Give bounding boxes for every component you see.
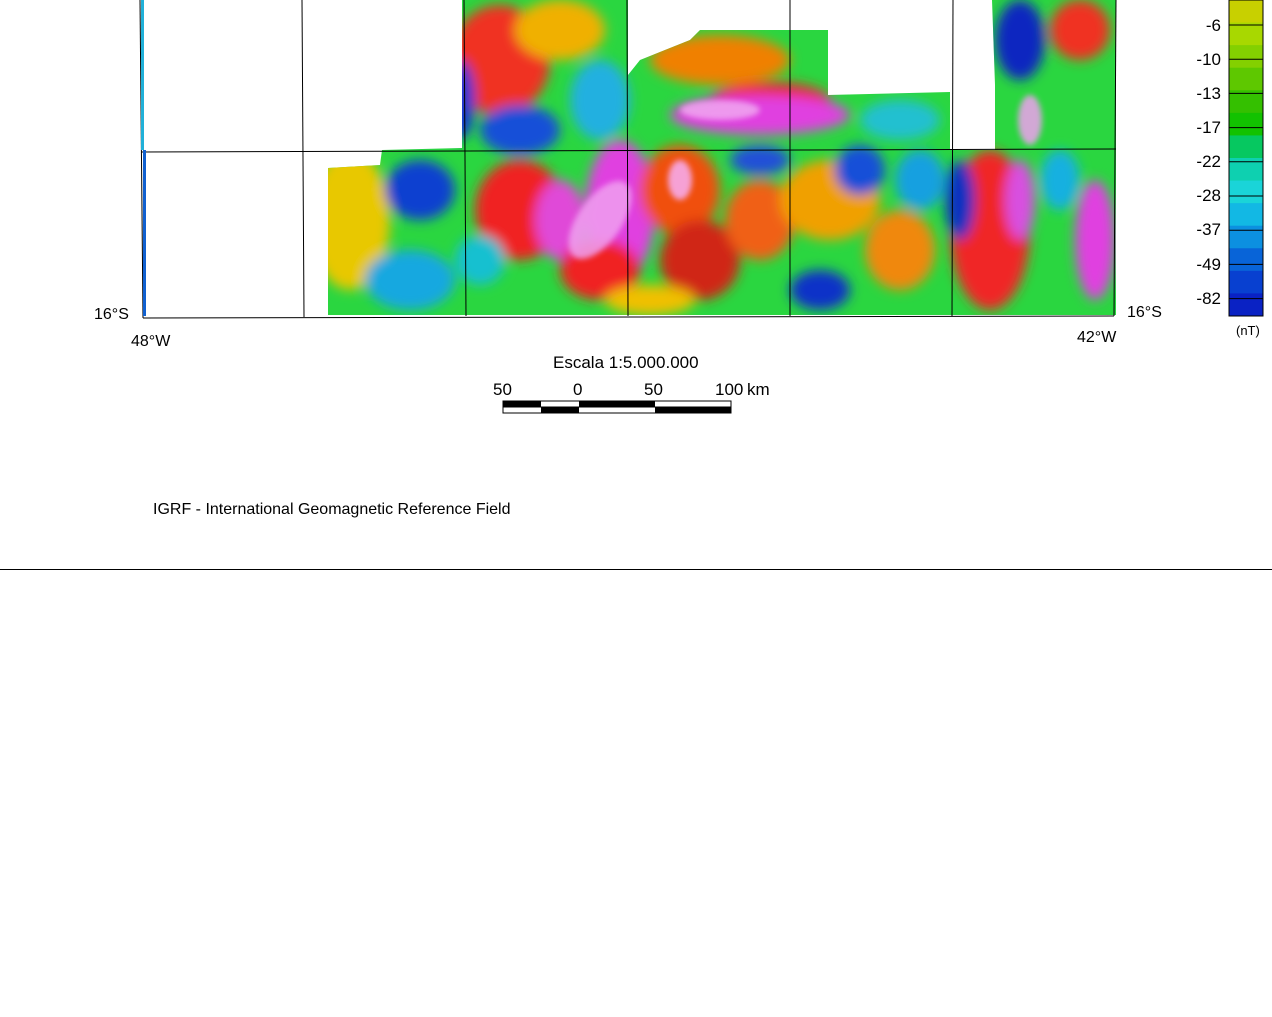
colorbar-label: -82 xyxy=(1196,289,1221,308)
colorbar-swatch xyxy=(1229,112,1263,136)
scale-unit: km xyxy=(747,380,770,399)
colorbar-swatch xyxy=(1229,225,1263,249)
scale-tick-label: 50 xyxy=(644,380,663,399)
colorbar-frame xyxy=(1228,0,1264,317)
survey-coverage xyxy=(328,0,1116,315)
divider-line xyxy=(0,569,1272,570)
lon-label-left: 48°W xyxy=(131,333,171,350)
colorbar xyxy=(1228,0,1264,317)
lon-label-right: 42°W xyxy=(1077,329,1117,346)
colorbar-label: -17 xyxy=(1196,118,1221,137)
colorbar-swatch xyxy=(1229,270,1263,294)
colorbar-swatch xyxy=(1229,180,1263,204)
lat-label-left: 16°S xyxy=(94,306,129,323)
colorbar-label: -49 xyxy=(1196,255,1221,274)
colorbar-unit: (nT) xyxy=(1236,323,1260,338)
colorbar-swatch xyxy=(1229,293,1263,317)
colorbar-swatch xyxy=(1229,45,1263,69)
colorbar-swatch xyxy=(1229,67,1263,91)
colorbar-swatch xyxy=(1229,203,1263,227)
scale-title: Escala 1:5.000.000 xyxy=(553,353,699,372)
colorbar-swatch xyxy=(1229,248,1263,272)
scale-tick-label: 100 xyxy=(715,380,744,399)
reference-field-note: IGRF - International Geomagnetic Referen… xyxy=(153,501,511,518)
graticule xyxy=(139,0,1117,319)
colorbar-label: -13 xyxy=(1196,84,1221,103)
colorbar-swatch xyxy=(1229,90,1263,114)
colorbar-label: -10 xyxy=(1196,50,1221,69)
colorbar-label: -28 xyxy=(1196,186,1221,205)
scale-tick-label: 50 xyxy=(493,380,512,399)
west-edge-strip xyxy=(141,0,146,316)
colorbar-swatch xyxy=(1229,158,1263,182)
colorbar-swatch xyxy=(1229,22,1263,46)
colorbar-swatch xyxy=(1229,0,1263,24)
scale-tick-label: 0 xyxy=(573,380,583,399)
colorbar-swatch xyxy=(1229,135,1263,159)
scale-bar xyxy=(502,400,732,414)
lat-label-right: 16°S xyxy=(1127,304,1162,321)
colorbar-label: -22 xyxy=(1196,152,1221,171)
colorbar-label: -37 xyxy=(1196,220,1221,239)
colorbar-label: -6 xyxy=(1205,16,1221,35)
